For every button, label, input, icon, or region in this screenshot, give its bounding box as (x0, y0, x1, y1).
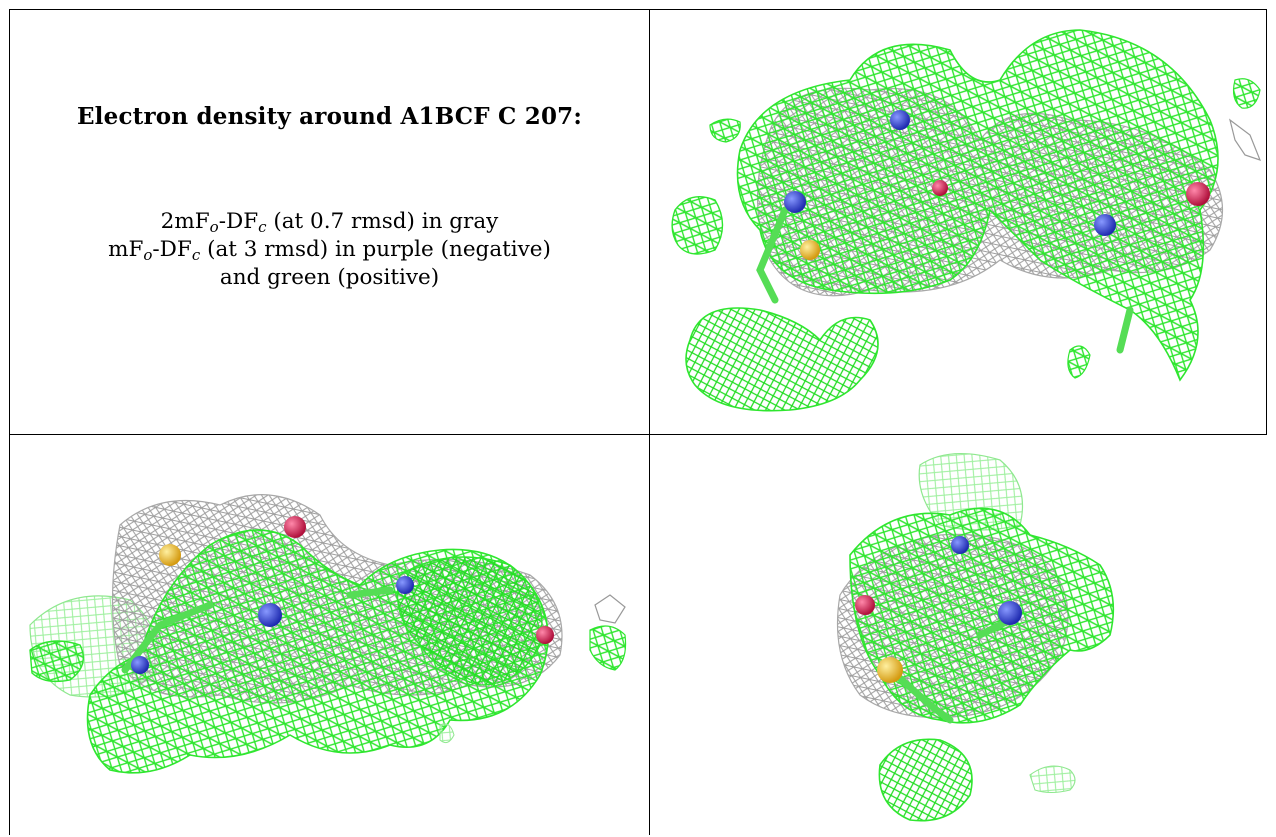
legend-line-2mfo-dfc: 2mFo-DFc (at 0.7 rmsd) in gray (108, 208, 551, 236)
density-render-bottom-right (836, 453, 1115, 822)
view-top-right (650, 10, 1266, 434)
caption-title: Electron density around A1BCF C 207: (76, 103, 583, 130)
table-border-center (649, 9, 650, 835)
density-render-top-right (671, 29, 1262, 412)
legend-line1-sub-c: c (258, 218, 267, 236)
legend-line2-mid: -DF (152, 237, 192, 262)
density-render-bottom-left (29, 494, 627, 774)
legend-line2-sub-c: c (191, 246, 201, 264)
table-border-left (9, 9, 10, 835)
legend-line-positive: and green (positive) (219, 265, 440, 290)
legend-line2-prefix: mF (108, 237, 144, 262)
table-border-right (1266, 9, 1267, 435)
figure-table: Electron density around A1BCF C 207: 2mF… (9, 9, 1267, 835)
view-bottom-right (650, 435, 1266, 835)
caption-cell: Electron density around A1BCF C 207: 2mF… (10, 10, 649, 434)
table-border-middle (9, 434, 1267, 435)
legend-line1-suffix: (at 0.7 rmsd) in gray (266, 209, 499, 234)
legend-line2-sub-o: o (143, 246, 153, 264)
legend-line1-mid: -DF (218, 209, 259, 234)
table-border-top (9, 9, 1267, 10)
view-bottom-left (10, 435, 649, 835)
legend-line1-sub-o: o (209, 218, 219, 236)
caption-legend: 2mFo-DFc (at 0.7 rmsd) in gray mFo-DFc (… (108, 208, 551, 292)
legend-line1-prefix: 2mF (160, 209, 210, 234)
legend-line2-suffix: (at 3 rmsd) in purple (negative) (200, 237, 551, 262)
legend-line-mfo-dfc: mFo-DFc (at 3 rmsd) in purple (negative) (108, 236, 551, 264)
